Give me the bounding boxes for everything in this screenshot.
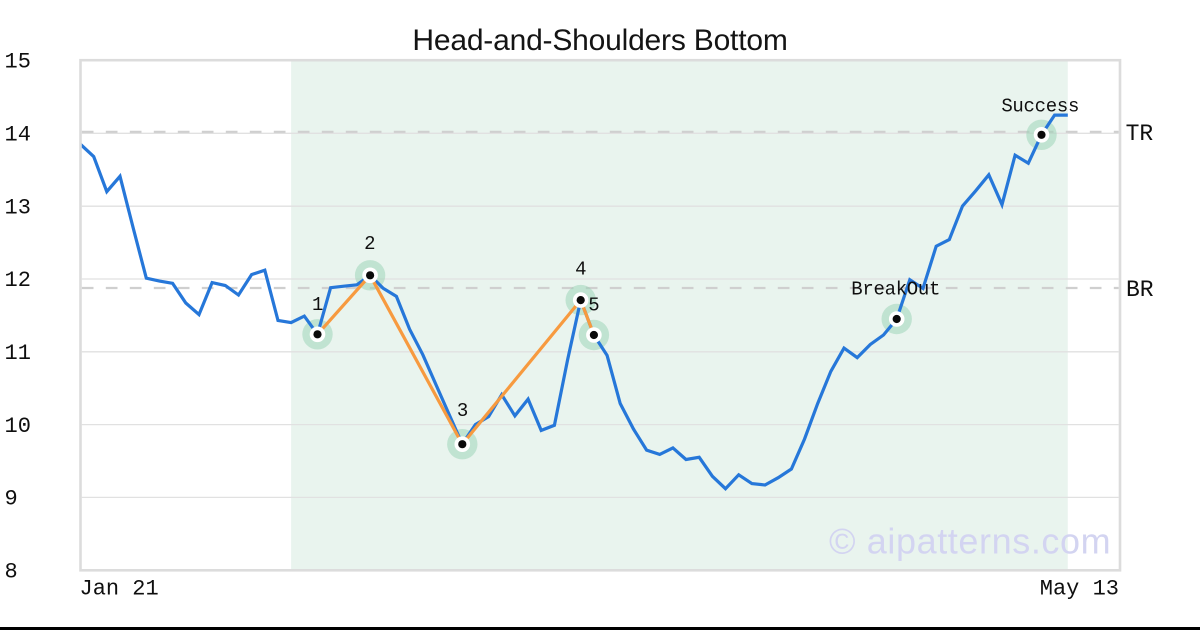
svg-text:8: 8: [5, 559, 18, 584]
svg-text:TR: TR: [1126, 121, 1154, 147]
svg-text:BreakOut: BreakOut: [851, 279, 940, 301]
svg-text:10: 10: [5, 414, 31, 439]
svg-text:13: 13: [5, 195, 31, 220]
svg-text:1: 1: [312, 294, 323, 316]
svg-text:9: 9: [5, 487, 18, 512]
svg-text:12: 12: [5, 268, 31, 293]
svg-text:3: 3: [457, 400, 468, 422]
svg-text:Success: Success: [1001, 95, 1079, 117]
svg-text:15: 15: [5, 50, 31, 75]
svg-text:4: 4: [575, 258, 586, 280]
svg-text:5: 5: [588, 295, 599, 317]
svg-text:May 13: May 13: [1040, 577, 1119, 602]
svg-text:BR: BR: [1126, 277, 1154, 303]
svg-text:© aipatterns.com: © aipatterns.com: [829, 521, 1111, 562]
svg-text:14: 14: [5, 123, 31, 148]
svg-text:Jan 21: Jan 21: [80, 577, 159, 602]
svg-text:2: 2: [364, 233, 375, 255]
svg-text:11: 11: [5, 341, 31, 366]
svg-text:Head-and-Shoulders Bottom: Head-and-Shoulders Bottom: [412, 24, 787, 57]
